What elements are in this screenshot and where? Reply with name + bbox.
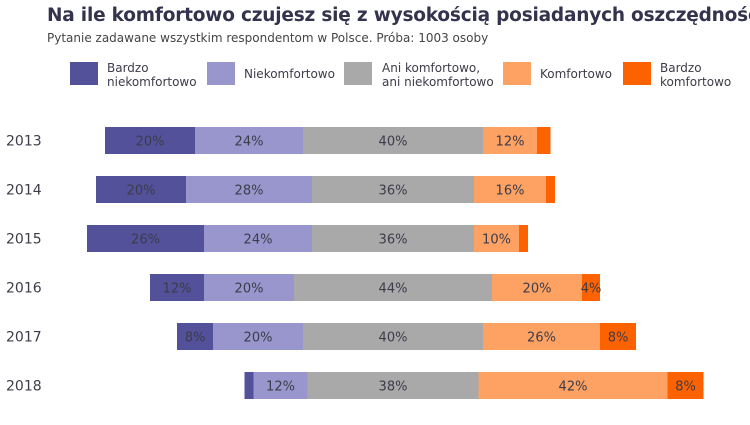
bar-segment (307, 372, 479, 399)
data-label: 10% (482, 233, 511, 248)
chart-subtitle: Pytanie zadawane wszystkim respondentom … (47, 31, 489, 45)
bar-segment (150, 274, 204, 301)
bar-segment (483, 323, 600, 350)
bar-segment (582, 274, 600, 301)
legend-label: Komfortowo (540, 67, 612, 81)
bar-segment (195, 127, 303, 154)
bar-segment (474, 176, 546, 203)
data-label: 16% (496, 184, 525, 199)
year-label: 2015 (6, 232, 42, 248)
data-label: 12% (266, 380, 295, 395)
bar-segment (177, 323, 213, 350)
bar-segment (537, 127, 551, 154)
bar-segment (667, 372, 704, 399)
year-label: 2014 (6, 183, 42, 199)
data-label: 38% (379, 380, 408, 395)
data-label: 12% (496, 135, 525, 150)
plot-area: 2013 20% 24% 40% 12% 2014 20% 28% 36% 16% 2015 26% 2… (6, 127, 704, 399)
year-label: 2016 (6, 281, 42, 297)
bar-segment (303, 127, 483, 154)
data-label: 20% (127, 184, 156, 199)
data-label: 12% (163, 282, 192, 297)
data-label: 8% (185, 331, 206, 346)
bar-segment (492, 274, 582, 301)
year-label: 2017 (6, 330, 42, 346)
data-label: 26% (527, 331, 556, 346)
legend-label: ani niekomfortowo (382, 75, 494, 89)
data-label: 36% (379, 233, 408, 248)
legend-swatch (623, 62, 651, 85)
bar-segment (253, 372, 308, 399)
data-label: 8% (675, 380, 696, 395)
legend-label: niekomfortowo (107, 75, 197, 89)
data-label: 24% (244, 233, 273, 248)
data-label: 28% (235, 184, 264, 199)
data-label: 40% (379, 331, 408, 346)
bar-segment (105, 127, 195, 154)
bar-segment (483, 127, 537, 154)
data-label: 8% (608, 331, 629, 346)
legend-label: Bardzo (107, 61, 149, 75)
data-label: 20% (523, 282, 552, 297)
bar-segment (186, 176, 312, 203)
year-label: 2018 (6, 379, 42, 395)
data-label: 44% (379, 282, 408, 297)
data-label: 20% (235, 282, 264, 297)
data-label: 26% (131, 233, 160, 248)
bar-segment (519, 225, 528, 252)
bar-segment (600, 323, 636, 350)
bar-segment (474, 225, 519, 252)
bar-segment (312, 225, 474, 252)
bar-segment (204, 225, 312, 252)
bar-segment (204, 274, 294, 301)
data-label: 24% (235, 135, 264, 150)
data-label: 36% (379, 184, 408, 199)
data-label: 20% (244, 331, 273, 346)
bar-segment (312, 176, 474, 203)
data-label: 42% (559, 380, 588, 395)
bar-segment (294, 274, 492, 301)
data-label: 20% (136, 135, 165, 150)
chart-title: Na ile komfortowo czujesz się z wysokośc… (47, 5, 750, 26)
bar-segment (478, 372, 668, 399)
legend-swatch (503, 62, 531, 85)
legend-swatch (70, 62, 98, 85)
legend-label: Niekomfortowo (244, 67, 335, 81)
bar-segment (96, 176, 186, 203)
data-label: 40% (379, 135, 408, 150)
legend-label: Ani komfortowo, (382, 61, 480, 75)
bar-segment (546, 176, 555, 203)
bar-segment (213, 323, 303, 350)
legend-label: komfortowo (660, 75, 731, 89)
bar-segment (244, 372, 254, 399)
bar-segment (303, 323, 483, 350)
data-label: 4% (581, 282, 602, 297)
bar-segment (87, 225, 204, 252)
legend-swatch (344, 62, 372, 85)
legend-label: Bardzo (660, 61, 702, 75)
year-label: 2013 (6, 134, 42, 150)
legend-swatch (207, 62, 235, 85)
